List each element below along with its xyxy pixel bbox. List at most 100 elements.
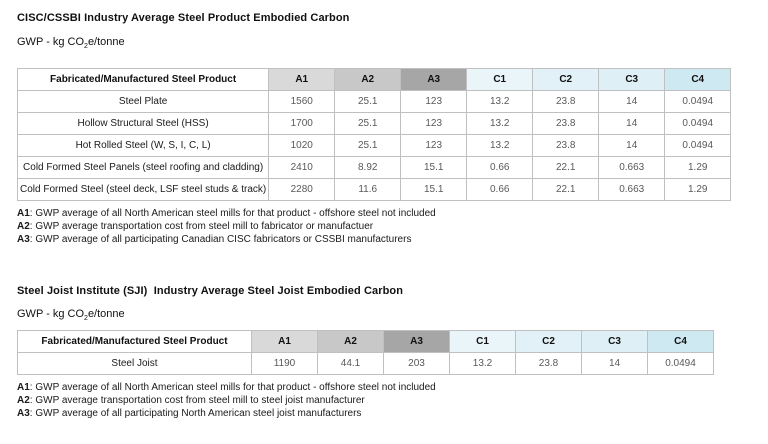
table-row: Hot Rolled Steel (W, S, I, C, L) 1020 25.1… <box>16 134 732 157</box>
product-cell: Hot Rolled Steel (W, S, I, C, L) <box>16 134 270 157</box>
table-row: Steel Joist 1190 44.1 203 13.2 23.8 14 0.0494 <box>17 352 714 375</box>
footnote-label: A3 <box>17 234 30 245</box>
column-header-c3: C3 <box>581 330 648 353</box>
footnote-a2: A2: GWP average transportation cost from… <box>17 394 436 407</box>
table-header-row: Fabricated/Manufactured Steel Product A1 A… <box>17 330 714 353</box>
footnote-text: : GWP average of all North American stee… <box>29 208 436 219</box>
value-cell-c4: 0.0494 <box>664 90 732 113</box>
table-header-row: Fabricated/Manufactured Steel Product A1 A… <box>16 68 732 91</box>
table-row: Cold Formed Steel Panels (steel roofing … <box>16 156 732 179</box>
column-header-c3: C3 <box>598 68 666 91</box>
footnote-a1: A1: GWP average of all North American st… <box>17 207 436 220</box>
footnote-label: A1 <box>17 382 30 393</box>
value-cell-c3: 14 <box>598 112 666 135</box>
column-header-a1: A1 <box>251 330 318 353</box>
value-cell-c2: 22.1 <box>532 156 600 179</box>
value-cell-c4: 0.0494 <box>664 134 732 157</box>
value-cell-c4: 1.29 <box>664 156 732 179</box>
column-header-a3: A3 <box>400 68 468 91</box>
value-cell-a2: 11.6 <box>334 178 402 201</box>
product-cell: Steel Plate <box>16 90 270 113</box>
product-cell: Hollow Structural Steel (HSS) <box>16 112 270 135</box>
value-cell-c1: 13.2 <box>449 352 516 375</box>
value-cell-a2: 25.1 <box>334 134 402 157</box>
value-cell-c1: 0.66 <box>466 178 534 201</box>
value-cell-a2: 25.1 <box>334 112 402 135</box>
section2-title: Steel Joist Institute (SJI) Industry Ave… <box>17 285 404 297</box>
product-cell: Cold Formed Steel Panels (steel roofing … <box>16 156 270 179</box>
column-header-c4: C4 <box>647 330 714 353</box>
value-cell-c3: 0.663 <box>598 178 666 201</box>
value-cell-a1: 1700 <box>268 112 336 135</box>
column-header-c4: C4 <box>664 68 732 91</box>
value-cell-a3: 15.1 <box>400 178 468 201</box>
footnote-label: A3 <box>17 408 30 419</box>
footnote-a1: A1: GWP average of all North American st… <box>17 381 436 394</box>
column-header-a2: A2 <box>334 68 402 91</box>
table-row: Hollow Structural Steel (HSS) 1700 25.1 123… <box>16 112 732 135</box>
value-cell-a1: 1020 <box>268 134 336 157</box>
footnote-label: A1 <box>17 208 30 219</box>
value-cell-c2: 22.1 <box>532 178 600 201</box>
column-header-a3: A3 <box>383 330 450 353</box>
product-cell: Steel Joist <box>17 352 252 375</box>
value-cell-a2: 25.1 <box>334 90 402 113</box>
footnote-text: : GWP average transportation cost from s… <box>29 221 374 232</box>
value-cell-a3: 123 <box>400 112 468 135</box>
value-cell-a3: 203 <box>383 352 450 375</box>
footnote-text: : GWP average of all participating Canad… <box>29 234 412 245</box>
steel-joist-carbon-table: Fabricated/Manufactured Steel Product A1 A… <box>17 330 714 375</box>
value-cell-a1: 2410 <box>268 156 336 179</box>
section2-units-label: GWP - kg CO2e/tonne <box>17 308 125 322</box>
value-cell-c3: 14 <box>598 90 666 113</box>
value-cell-c2: 23.8 <box>532 112 600 135</box>
value-cell-a2: 44.1 <box>317 352 384 375</box>
product-column-header: Fabricated/Manufactured Steel Product <box>17 330 252 353</box>
section1-title: CISC/CSSBI Industry Average Steel Produc… <box>17 12 350 24</box>
column-header-a2: A2 <box>317 330 384 353</box>
footnote-text: : GWP average of all North American stee… <box>29 382 436 393</box>
column-header-c1: C1 <box>449 330 516 353</box>
value-cell-c1: 0.66 <box>466 156 534 179</box>
units-text-post: e/tonne <box>87 308 125 320</box>
value-cell-c1: 13.2 <box>466 134 534 157</box>
value-cell-a1: 2280 <box>268 178 336 201</box>
column-header-c2: C2 <box>532 68 600 91</box>
value-cell-a3: 123 <box>400 90 468 113</box>
section2-footnotes: A1: GWP average of all North American st… <box>17 381 436 420</box>
table-row: Steel Plate 1560 25.1 123 13.2 23.8 14 0.0494 <box>16 90 732 113</box>
units-text-pre: GWP - kg CO <box>17 308 85 320</box>
value-cell-c4: 0.0494 <box>647 352 714 375</box>
value-cell-a1: 1190 <box>251 352 318 375</box>
column-header-c2: C2 <box>515 330 582 353</box>
units-text-post: e/tonne <box>87 36 125 48</box>
column-header-c1: C1 <box>466 68 534 91</box>
value-cell-c3: 14 <box>581 352 648 375</box>
value-cell-c4: 1.29 <box>664 178 732 201</box>
value-cell-a2: 8.92 <box>334 156 402 179</box>
footnote-label: A2 <box>17 221 30 232</box>
value-cell-a3: 123 <box>400 134 468 157</box>
section1-units-label: GWP - kg CO2e/tonne <box>17 36 125 50</box>
value-cell-c3: 0.663 <box>598 156 666 179</box>
product-cell: Cold Formed Steel (steel deck, LSF steel… <box>16 178 270 201</box>
value-cell-c2: 23.8 <box>532 134 600 157</box>
units-text-pre: GWP - kg CO <box>17 36 85 48</box>
footnote-a3: A3: GWP average of all participating Can… <box>17 233 436 246</box>
table-row: Cold Formed Steel (steel deck, LSF steel… <box>16 178 732 201</box>
value-cell-a1: 1560 <box>268 90 336 113</box>
units-subscript: 2 <box>84 43 88 51</box>
value-cell-c1: 13.2 <box>466 112 534 135</box>
footnote-text: : GWP average transportation cost from s… <box>29 395 365 406</box>
value-cell-c3: 14 <box>598 134 666 157</box>
value-cell-c2: 23.8 <box>532 90 600 113</box>
footnote-text: : GWP average of all participating North… <box>29 408 362 419</box>
footnote-a2: A2: GWP average transportation cost from… <box>17 220 436 233</box>
value-cell-a3: 15.1 <box>400 156 468 179</box>
steel-product-carbon-table: Fabricated/Manufactured Steel Product A1 A… <box>16 68 732 201</box>
footnote-label: A2 <box>17 395 30 406</box>
value-cell-c2: 23.8 <box>515 352 582 375</box>
units-subscript: 2 <box>84 315 88 323</box>
product-column-header: Fabricated/Manufactured Steel Product <box>16 68 270 91</box>
footnote-a3: A3: GWP average of all participating Nor… <box>17 407 436 420</box>
